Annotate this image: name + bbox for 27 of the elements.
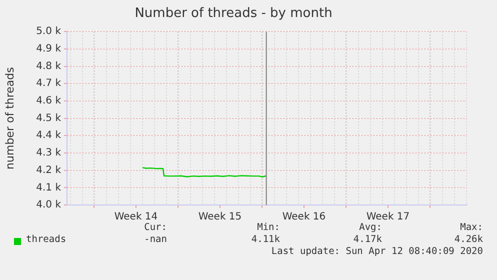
y-tick-label: 5.0 k — [36, 26, 62, 38]
y-tick-label: 4.6 k — [36, 96, 62, 107]
text: Avg: — [359, 222, 382, 233]
x-tick-label: Week 14 — [114, 212, 158, 223]
text: 4.11k — [251, 234, 280, 245]
y-tick-label: 4.2 k — [36, 164, 62, 176]
legend-label: threads — [26, 234, 66, 245]
text: Cur: — [144, 222, 167, 233]
x-tick-label: Week 15 — [198, 212, 242, 223]
text: -nan — [144, 234, 167, 245]
y-tick-label: 4.8 k — [36, 60, 62, 72]
x-tick-label: Week 16 — [282, 212, 326, 223]
y-tick-label: 4.9 k — [36, 44, 62, 55]
y-axis-title: number of threads — [3, 66, 16, 170]
text: 4.17k — [353, 234, 382, 245]
y-tick-label: 4.3 k — [36, 148, 62, 159]
y-tick-label: 4.7 k — [36, 78, 62, 90]
text: Min: — [257, 222, 280, 233]
y-tick-label: 4.4 k — [36, 130, 62, 142]
x-tick-label: Week 17 — [366, 212, 410, 223]
text: 4.26k — [454, 234, 483, 245]
y-tick-label: 4.0 k — [36, 200, 62, 211]
text: Last update: Sun Apr 12 08:40:09 2020 — [271, 246, 483, 257]
y-tick-label: 4.1 k — [36, 182, 62, 194]
chart-title: Number of threads - by month — [134, 6, 332, 22]
y-tick-label: 4.5 k — [36, 112, 62, 124]
text: Max: — [460, 222, 483, 233]
